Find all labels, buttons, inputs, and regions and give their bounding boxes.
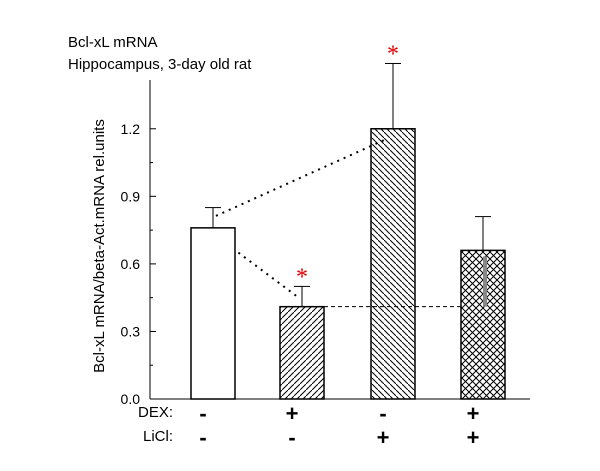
y-tick-label: 1.2 [121, 121, 141, 137]
y-tick-label: 0.6 [121, 256, 141, 272]
chart-subtitle: Hippocampus, 3-day old rat [68, 56, 252, 73]
condition-label-2: LiCl: [143, 428, 173, 445]
bar-3 [370, 128, 416, 400]
condition-sign: + [467, 425, 480, 450]
bars [190, 62, 506, 400]
significance-star-3: * [387, 41, 399, 67]
condition-sign: - [199, 401, 206, 426]
condition-sign: + [467, 401, 480, 426]
y-tick-label: 0.0 [121, 391, 141, 407]
y-axis-label: Bcl-xL mRNA/beta-Act.mRNA rel.units [91, 119, 108, 373]
bar-2 [279, 305, 325, 400]
y-tick-label: 0.9 [121, 188, 141, 204]
condition-sign: - [199, 425, 206, 450]
connector-lines [215, 137, 461, 308]
condition-sign: - [379, 401, 386, 426]
chart-title: Bcl-xL mRNA [68, 34, 157, 51]
y-tick-label: 0.3 [121, 323, 141, 339]
condition-sign: + [377, 425, 390, 450]
significance-star-2: * [296, 264, 308, 290]
connector-line-1-3 [215, 137, 388, 217]
condition-table: DEX: - + - +LiCl: - - + + [138, 401, 479, 450]
bar-1 [190, 227, 236, 400]
y-axis-ticks: 0.0 0.3 0.6 0.9 1.2 [121, 121, 156, 407]
condition-sign: + [286, 401, 299, 426]
significance-markers: ** [296, 41, 399, 290]
condition-label-1: DEX: [138, 404, 173, 421]
condition-sign: - [288, 425, 295, 450]
